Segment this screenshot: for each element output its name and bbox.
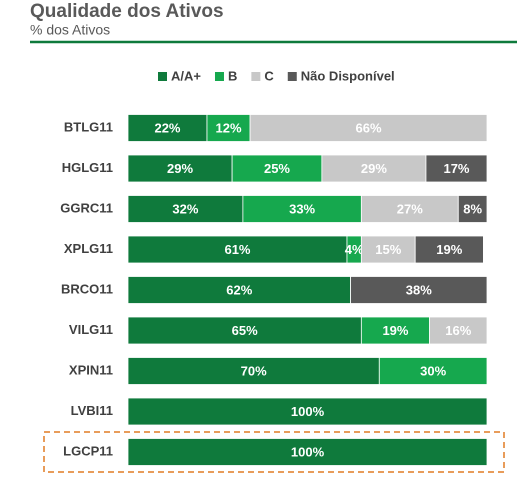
bar-segment (127, 276, 351, 304)
legend-swatch (214, 72, 224, 81)
data-label: 19% (382, 323, 408, 338)
legend-label: B (228, 68, 237, 83)
bar-segment (242, 195, 362, 223)
bar-segment (350, 276, 488, 304)
bar-segment (457, 195, 488, 223)
y-tick-label: LVBI11 (71, 403, 113, 418)
bar-segment (378, 357, 488, 385)
bar-segment (414, 235, 484, 264)
y-tick-label: XPLG11 (64, 241, 113, 256)
data-label: 32% (172, 201, 198, 216)
data-label: 33% (289, 201, 315, 216)
data-label: 29% (361, 161, 387, 176)
bar-segment (127, 357, 380, 385)
y-tick-label: LGCP11 (63, 443, 113, 458)
data-label: 12% (216, 120, 242, 135)
data-label: 61% (224, 242, 250, 257)
bar-segment (127, 397, 488, 426)
bar-segment (127, 438, 488, 466)
y-tick-label: GGRC11 (60, 200, 113, 215)
legend-swatch (251, 72, 261, 81)
highlight-box (43, 431, 505, 473)
data-label: 27% (397, 201, 423, 216)
data-label: 8% (463, 201, 482, 216)
chart-title: Qualidade dos Ativos (30, 1, 224, 22)
data-label: 15% (375, 242, 401, 257)
bar-segment (127, 316, 362, 345)
data-label: 17% (443, 161, 469, 176)
legend-label: C (264, 68, 274, 83)
data-label: 66% (356, 120, 382, 135)
data-label: 19% (436, 242, 462, 257)
data-label: 38% (406, 282, 432, 297)
bar-segment (127, 235, 348, 264)
bar-segment (127, 114, 208, 142)
legend-swatch (287, 72, 297, 81)
bar-segment (321, 154, 427, 183)
chart-subtitle: % dos Ativos (30, 22, 110, 38)
data-label: 29% (167, 161, 193, 176)
data-label: 4% (345, 242, 364, 257)
y-tick-label: VILG11 (69, 322, 113, 337)
bar-segment (429, 316, 488, 345)
data-label: 22% (154, 120, 180, 135)
legend-label: Não Disponível (301, 68, 395, 83)
y-tick-label: BTLG11 (64, 119, 113, 134)
data-label: 62% (226, 282, 252, 297)
bar-segment (127, 154, 233, 183)
data-label: 16% (445, 323, 471, 338)
data-label: 70% (241, 363, 267, 378)
legend-label: A/A+ (171, 68, 201, 83)
y-tick-label: XPIN11 (69, 362, 113, 377)
data-label: 30% (420, 363, 446, 378)
legend-swatch (158, 72, 167, 81)
bar-segment (425, 154, 488, 183)
data-label: 100% (291, 444, 325, 459)
data-label: 25% (264, 161, 290, 176)
y-tick-label: HGLG11 (62, 160, 113, 175)
bar-segment (360, 235, 416, 264)
y-tick-label: BRCO11 (61, 281, 113, 296)
bar-segment (127, 195, 244, 223)
data-label: 100% (291, 404, 325, 419)
data-label: 65% (232, 323, 258, 338)
bar-segment (249, 114, 488, 142)
